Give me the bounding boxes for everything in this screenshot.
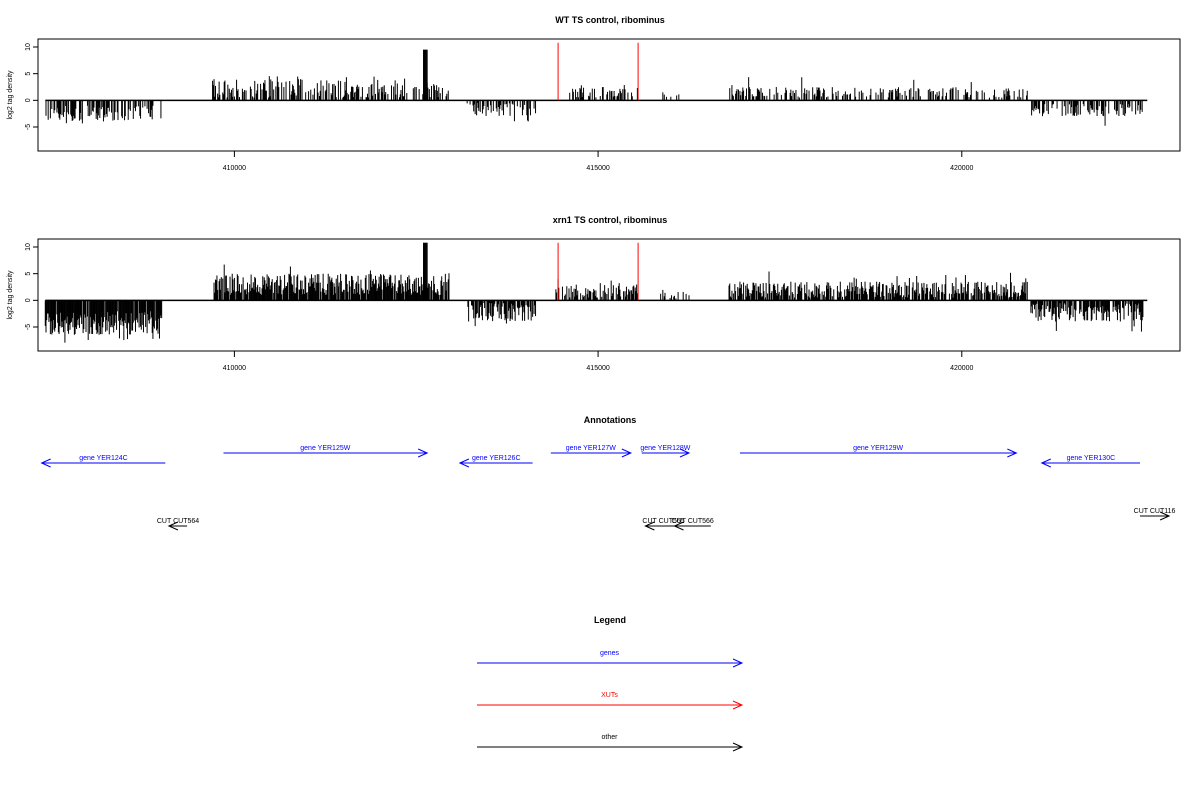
cut-label: CUT CUT564 (157, 518, 199, 525)
cut-arrow-arrowhead (644, 521, 655, 531)
gene-label: gene YER129W (853, 445, 903, 452)
gene-label: gene YER130C (1067, 455, 1116, 462)
x-tick-label: 415000 (586, 165, 609, 172)
legend-label: XUTs (601, 692, 618, 699)
cut-arrow-arrowhead (673, 521, 684, 531)
y-tick-label: 0 (25, 298, 32, 302)
legend-arrow-arrowhead (732, 658, 744, 668)
gene-arrow-arrowhead (621, 448, 633, 458)
cut-label: CUT CUT116 (1134, 508, 1176, 515)
gene-arrow-arrowhead (1040, 458, 1051, 468)
annotations-panel: Annotations gene YER124C gene YER125W gene… (40, 415, 1176, 531)
xrn1-track-title: xrn1 TS control, ribominus (553, 215, 668, 225)
y-tick-label: 5 (25, 272, 32, 276)
legend-arrow-arrowhead (732, 700, 744, 710)
cut-label: CUT CUT565 (642, 518, 684, 525)
wt-track-title: WT TS control, ribominus (555, 15, 665, 25)
annotations-title: Annotations (584, 415, 637, 425)
plot-frame (37, 238, 1181, 352)
y-tick-label: 0 (25, 98, 32, 102)
gene-arrow-arrowhead (679, 448, 691, 458)
x-tick-label: 410000 (223, 365, 246, 372)
density-bars (44, 242, 1144, 343)
x-tick-label: 410000 (223, 165, 246, 172)
gene-arrow-arrowhead (1007, 448, 1018, 458)
xrn1-track-panel: xrn1 TS control, ribominus log2 tag dens… (7, 215, 1181, 372)
gene-label: gene YER126C (472, 455, 521, 462)
gene-arrow-arrowhead (458, 458, 470, 468)
legend-title: Legend (594, 615, 626, 625)
y-tick-label: -5 (25, 124, 32, 130)
plot-frame (37, 38, 1181, 152)
cut-arrow-arrowhead (167, 521, 179, 531)
gene-arrow-arrowhead (40, 458, 51, 468)
legend-label: genes (600, 650, 620, 657)
cut-arrow-arrowhead (1159, 511, 1171, 521)
cut-label: CUT CUT566 (672, 518, 714, 525)
gene-label: gene YER124C (79, 455, 128, 462)
wt-track-ylabel: log2 tag density (7, 70, 14, 120)
xrn1-track-ylabel: log2 tag density (7, 270, 14, 320)
y-tick-label: -5 (25, 324, 32, 330)
y-tick-label: 10 (25, 243, 32, 251)
x-tick-label: 420000 (950, 365, 973, 372)
wt-track-panel: WT TS control, ribominus log2 tag densit… (7, 15, 1181, 172)
density-bars (45, 49, 1143, 126)
y-tick-label: 10 (25, 43, 32, 51)
y-tick-label: 5 (25, 72, 32, 76)
gene-label: gene YER125W (300, 445, 350, 452)
x-tick-label: 420000 (950, 165, 973, 172)
legend-label: other (602, 734, 619, 741)
gene-label: gene YER127W (566, 445, 616, 452)
legend-arrow-arrowhead (732, 742, 744, 752)
gene-arrow-arrowhead (417, 448, 429, 458)
x-tick-label: 415000 (586, 365, 609, 372)
gene-label: gene YER128W (640, 445, 690, 452)
legend-panel: Legend genes XUTs other (477, 615, 744, 752)
